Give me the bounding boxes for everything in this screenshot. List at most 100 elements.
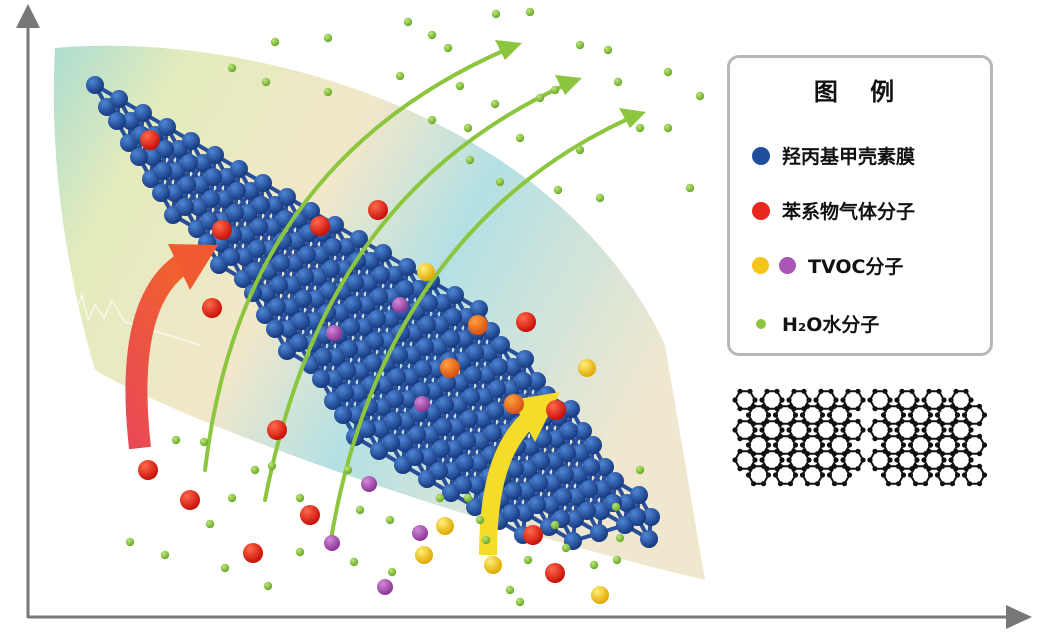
water-molecule [465,155,475,165]
benzene-molecule [243,543,263,563]
lattice-atom [560,422,578,440]
lattice-atom [490,358,508,376]
lattice-atom [484,424,502,442]
benzene-blocked-arrow [125,244,218,450]
lattice-atom [298,246,316,264]
lattice-atom [528,496,546,514]
lattice-atom [250,218,268,236]
curved-arrow-icon [168,244,218,290]
lattice-atom [574,422,592,440]
nanotube-hexagon [828,435,851,455]
nanotube-hexagon [949,450,973,470]
water-molecule [615,533,625,543]
lattice-atom [268,298,286,316]
nanotube-hexagon [909,435,932,455]
lattice-atom [502,504,520,522]
lattice-atom [584,436,602,454]
legend-item-membrane: 羟丙基甲壳素膜 [752,142,915,169]
lattice-atom [134,104,152,122]
lattice-atom [358,420,376,438]
water-molecule [395,71,405,81]
water-molecule [515,597,525,607]
water-molecule [227,493,237,503]
lattice-atom [630,486,648,504]
lattice-atom [580,480,598,498]
lattice-atom [294,290,312,308]
lattice-atom [488,380,506,398]
benzene-molecule [310,216,330,236]
water-molecule [525,7,535,17]
lattice-atom [528,372,546,390]
lattice-atom [590,524,608,542]
lattice-atom [222,248,240,266]
nanotube-hexagon [787,390,811,410]
nanotube-hexagon [733,420,757,440]
tvoc-molecule-yellow [415,546,433,564]
purple-sphere-icon [779,257,796,274]
water-molecule [387,567,397,577]
water-molecule [435,493,445,503]
lattice-atom [430,462,448,480]
benzene-molecule [545,563,565,583]
lattice-atom [486,402,504,420]
lattice-atom [254,174,272,192]
lattice-atom [270,276,288,294]
water-molecule [550,520,560,530]
lattice-atom [350,230,368,248]
nanotube-hexagon [963,405,986,425]
water-molecule [270,37,280,47]
lattice-atom [346,274,364,292]
water-molecule [663,67,673,77]
water-molecule [550,85,560,95]
water-molecule [295,493,305,503]
water-molecule [575,40,585,50]
lattice-atom [558,444,576,462]
nanotube-hexagon [801,405,824,425]
lattice-atom [398,258,416,276]
lattice-atom [154,162,172,180]
legend: 图 例 羟丙基甲壳素膜 苯系物气体分子 TVOC分子 H₂O水分子 [727,55,993,356]
lattice-atom [492,336,510,354]
nanotube-hexagon [774,465,797,485]
nanotube-hexagon [760,390,784,410]
nanotube-hexagon [841,390,865,410]
nanotube-hexagon [801,435,824,455]
lattice-atom [504,482,522,500]
benzene-molecule [468,315,488,335]
water-molecule [323,87,333,97]
lattice-atom [302,202,320,220]
lattice-atom [324,238,342,256]
water-molecule [263,581,273,591]
tvoc-molecule-yellow [484,556,502,574]
lattice-atom [374,244,392,262]
legend-label: 羟丙基甲壳素膜 [782,146,916,168]
lattice-atom [414,360,432,378]
axis-arrow-icon [1006,605,1032,629]
legend-title: 图 例 [813,78,907,106]
nanotube-hexagon [747,405,770,425]
nanotube-hexagon [814,450,838,470]
water-flow-arrowheads [495,40,646,128]
yellow-sphere-icon [752,257,769,274]
water-molecule [553,185,563,195]
lattice-atom [248,240,266,258]
lattice-atom [516,350,534,368]
water-molecule [635,123,645,133]
lattice-atom [458,432,476,450]
water-molecule [613,77,623,87]
water-molecule [199,437,209,447]
water-molecule [685,183,695,193]
benzene-molecule [440,358,460,378]
benzene-molecule [202,298,222,318]
lattice-atom [252,196,270,214]
water-molecule [635,465,645,475]
lattice-atom [366,332,384,350]
lattice-atom [372,266,390,284]
lattice-atom [582,458,600,476]
lattice-atom [342,318,360,336]
benzene-molecule [300,505,320,525]
lattice-atom [556,466,574,484]
lattice-atom [386,390,404,408]
lattice-atom [436,396,454,414]
